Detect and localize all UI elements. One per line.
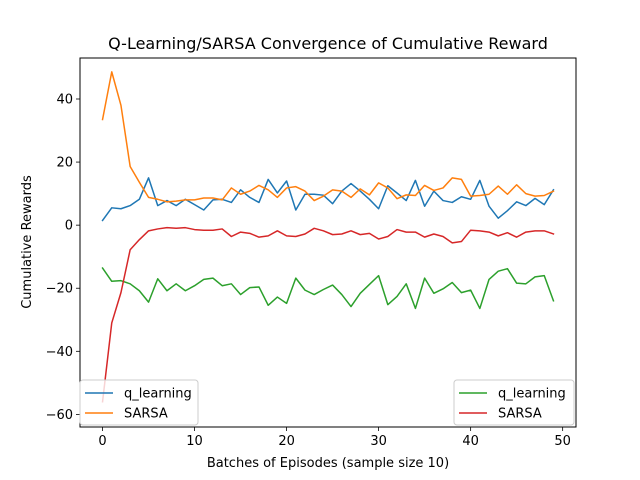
plot-frame xyxy=(79,57,577,428)
x-tick-label: 50 xyxy=(554,434,571,449)
x-tick-label: 0 xyxy=(98,434,106,449)
legend-label: SARSA xyxy=(124,407,168,422)
y-tick-label: 20 xyxy=(56,156,73,171)
series-line-2 xyxy=(101,267,555,310)
x-tick-label: 20 xyxy=(278,434,295,449)
legend-left: q_learning SARSA xyxy=(79,379,199,426)
legend-label: q_learning xyxy=(124,387,192,402)
series-line-0 xyxy=(101,177,555,222)
x-tick-label: 10 xyxy=(186,434,203,449)
chart-title: Q-Learning/SARSA Convergence of Cumulati… xyxy=(108,34,548,53)
x-tick-label: 40 xyxy=(462,434,479,449)
x-tick-label: 30 xyxy=(370,434,387,449)
y-tick-label: 40 xyxy=(56,93,73,108)
series-layer xyxy=(101,71,555,403)
series-line-1 xyxy=(101,71,555,203)
legend-label: q_learning xyxy=(498,387,566,402)
y-tick-label: 0 xyxy=(65,219,73,234)
y-axis: −60 −40 −20 0 20 40 xyxy=(46,93,80,423)
series-line-3 xyxy=(101,226,555,403)
legend-label: SARSA xyxy=(498,407,542,422)
x-axis-title: Batches of Episodes (sample size 10) xyxy=(207,456,449,471)
legend-right: q_learning SARSA xyxy=(453,379,575,426)
y-tick-label: −20 xyxy=(46,282,73,297)
y-tick-label: −60 xyxy=(46,408,73,423)
y-tick-label: −40 xyxy=(46,345,73,360)
y-axis-title: Cumulative Rewards xyxy=(20,175,35,309)
x-axis: 0 10 20 30 40 50 xyxy=(98,427,571,449)
